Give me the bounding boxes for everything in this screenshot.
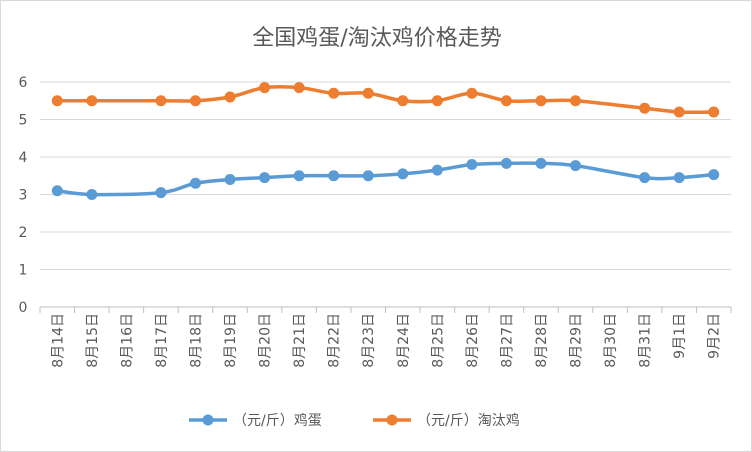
egg-point — [155, 187, 167, 199]
culled-hen-point — [535, 95, 547, 107]
x-tick-label: 8月20日 — [258, 313, 274, 368]
egg-point — [397, 168, 409, 180]
legend-label: （元/斤）淘汰鸡 — [417, 412, 520, 429]
y-tick-label: 4 — [19, 150, 28, 166]
egg-point — [500, 157, 512, 169]
egg-point — [224, 174, 236, 185]
x-tick-label: 9月2日 — [707, 313, 723, 359]
egg-point — [639, 172, 651, 184]
culled-hen-point — [328, 87, 340, 99]
x-tick-label: 8月24日 — [396, 313, 412, 368]
egg-point — [466, 159, 478, 170]
legend-marker — [386, 414, 398, 426]
x-tick-label: 8月19日 — [223, 313, 239, 368]
legend-marker — [202, 414, 214, 426]
culled-hen-point — [259, 82, 271, 94]
x-tick-label: 8月17日 — [154, 313, 170, 368]
culled-hen-point — [86, 95, 98, 107]
legend: （元/斤）鸡蛋 （元/斤）淘汰鸡 — [189, 412, 520, 429]
culled-hen-point — [500, 95, 512, 107]
x-tick-label: 8月25日 — [430, 313, 446, 368]
x-tick-label: 8月31日 — [638, 313, 654, 368]
y-tick-label: 6 — [19, 75, 28, 91]
x-tick-label: 8月30日 — [603, 313, 619, 368]
culled-hen-point — [362, 87, 374, 99]
x-tick-label: 8月23日 — [361, 313, 377, 368]
egg-point — [259, 172, 271, 184]
egg-point — [570, 160, 582, 172]
chart-title: 全国鸡蛋/淘汰鸡价格走势 — [252, 26, 501, 51]
y-tick-label: 5 — [19, 113, 28, 129]
culled-hen-point — [570, 95, 582, 107]
x-tick-label: 8月26日 — [465, 313, 481, 368]
culled-hen-point — [293, 82, 305, 94]
culled-hen-point — [466, 87, 478, 99]
y-tick-label: 2 — [19, 225, 28, 241]
egg-point — [673, 172, 685, 184]
egg-point — [328, 170, 340, 182]
culled-hen-point — [708, 106, 720, 118]
x-tick-label: 9月1日 — [672, 313, 688, 359]
legend-label: （元/斤）鸡蛋 — [233, 412, 322, 429]
egg-point — [362, 170, 374, 182]
culled-hen-point — [639, 102, 651, 114]
y-tick-label: 1 — [19, 263, 28, 279]
x-tick-label: 8月15日 — [85, 313, 101, 368]
egg-point — [86, 189, 98, 200]
culled-hen-point — [431, 95, 443, 107]
egg-point — [708, 169, 720, 181]
x-tick-label: 8月14日 — [50, 313, 66, 368]
egg-point — [293, 170, 305, 182]
x-tick-label: 8月28日 — [534, 313, 550, 368]
x-tick-label: 8月27日 — [499, 313, 515, 368]
x-tick-label: 8月29日 — [569, 313, 585, 368]
egg-point — [431, 164, 443, 176]
culled-hen-point — [397, 95, 409, 107]
x-tick-label: 8月22日 — [327, 313, 343, 368]
egg-point — [189, 177, 201, 189]
y-tick-label: 0 — [19, 300, 28, 316]
x-tick-label: 8月21日 — [292, 313, 308, 368]
culled-hen-point — [155, 95, 167, 107]
y-tick-label: 3 — [19, 188, 28, 204]
egg-point — [51, 185, 63, 197]
series-layer — [51, 82, 720, 200]
culled-hen-point — [189, 95, 201, 107]
x-tick-label: 8月16日 — [119, 313, 135, 368]
culled-hen-point — [673, 106, 685, 118]
x-tick-label: 8月18日 — [188, 313, 204, 368]
culled-hen-point — [51, 95, 63, 107]
egg-series-line — [55, 161, 716, 197]
y-axis: 0 1 2 3 4 5 6 — [19, 75, 28, 316]
x-axis: 8月14日 8月15日 8月16日 8月17日 8月18日 8月19日 8月20日 8月21日… — [39, 307, 732, 368]
egg-point — [535, 157, 547, 169]
culled-hen-point — [224, 91, 236, 103]
